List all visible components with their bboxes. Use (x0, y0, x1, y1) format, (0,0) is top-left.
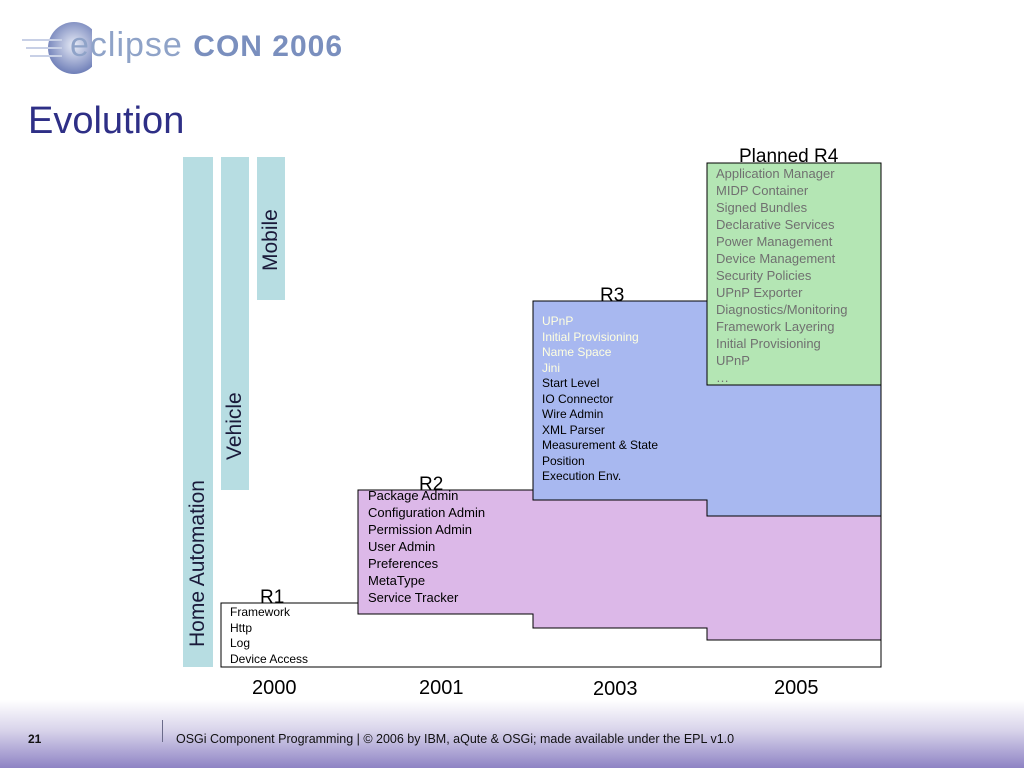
r4-item: Device Management (716, 251, 836, 266)
r1-item: Http (230, 620, 253, 635)
r4-box (706, 162, 882, 386)
r3-item: Measurement & State (542, 438, 659, 452)
footer-divider (162, 720, 163, 742)
r2-item: Permission Admin (368, 522, 473, 537)
r2-item: Preferences (368, 556, 439, 571)
r4-item: … (716, 370, 729, 385)
r3-highlight-item: Name Space (542, 345, 612, 359)
r3-item: Start Level (542, 376, 600, 390)
slide-title: Evolution (28, 100, 185, 142)
r4-item: Initial Provisioning (716, 336, 821, 351)
r3-highlight-item: Initial Provisioning (542, 329, 639, 344)
page-number: 21 (28, 732, 42, 746)
r1-box (220, 602, 882, 668)
r4-item: Diagnostics/Monitoring (716, 302, 848, 317)
footer-text: OSGi Component Programming | © 2006 by I… (176, 732, 735, 746)
r3-item: Execution Env. (542, 469, 622, 483)
year-label: 2000 (252, 677, 297, 699)
year-label: 2003 (593, 678, 638, 700)
r4-item: Security Policies (716, 268, 812, 283)
r1-item-list: Framework Http Log Device Access (230, 605, 308, 667)
r3-item-list: UPnP Initial Provisioning Name Space Jin… (542, 314, 658, 485)
band-vehicle: Vehicle (221, 157, 249, 490)
r2-label: R2 (419, 474, 444, 495)
r4-label: Planned R4 (739, 146, 839, 167)
r4-item: MIDP Container (716, 183, 809, 198)
r4-item: UPnP (716, 353, 750, 368)
r3-highlight-item: Jini (542, 360, 561, 375)
r2-item: MetaType (368, 573, 426, 588)
r3-item: XML Parser (542, 422, 605, 437)
r2-item: Configuration Admin (368, 505, 486, 520)
r2-item: Package Admin (368, 488, 459, 503)
logo-wordmark: eclipse CON 2006 (70, 26, 343, 65)
r4-item: Signed Bundles (716, 200, 808, 215)
r3-item: Wire Admin (542, 407, 604, 421)
r4-item: Framework Layering (716, 319, 835, 334)
eclipsecon-logo: eclipse CON 2006 (22, 18, 342, 78)
r4-item-list: Application Manager MIDP Container Signe… (716, 165, 848, 386)
r2-item: User Admin (368, 539, 436, 554)
r2-item: Service Tracker (368, 590, 459, 605)
r1-item: Framework (230, 605, 291, 619)
r2-item-list: Package Admin Configuration Admin Permis… (368, 487, 485, 606)
year-label: 2001 (419, 677, 464, 699)
r3-highlight-item: UPnP (542, 314, 574, 328)
r4-item: Application Manager (716, 166, 835, 181)
r4-item: UPnP Exporter (716, 285, 803, 300)
r3-label: R3 (600, 285, 625, 306)
logo-text: eclipse (70, 26, 183, 64)
r3-item: IO Connector (542, 391, 614, 406)
band-home-automation: Home Automation (183, 157, 213, 667)
r4-item: Power Management (716, 234, 833, 249)
r1-item: Log (230, 636, 251, 650)
eclipse-logo-icon (22, 22, 92, 74)
band-mobile: Mobile (257, 157, 285, 300)
r1-label: R1 (260, 587, 285, 608)
year-label: 2005 (774, 677, 819, 699)
logo-event: CON 2006 (193, 30, 344, 63)
footer-band (0, 700, 1024, 768)
r4-item: Declarative Services (716, 217, 835, 232)
r3-item: Position (542, 453, 585, 468)
r1-item: Device Access (230, 651, 309, 666)
